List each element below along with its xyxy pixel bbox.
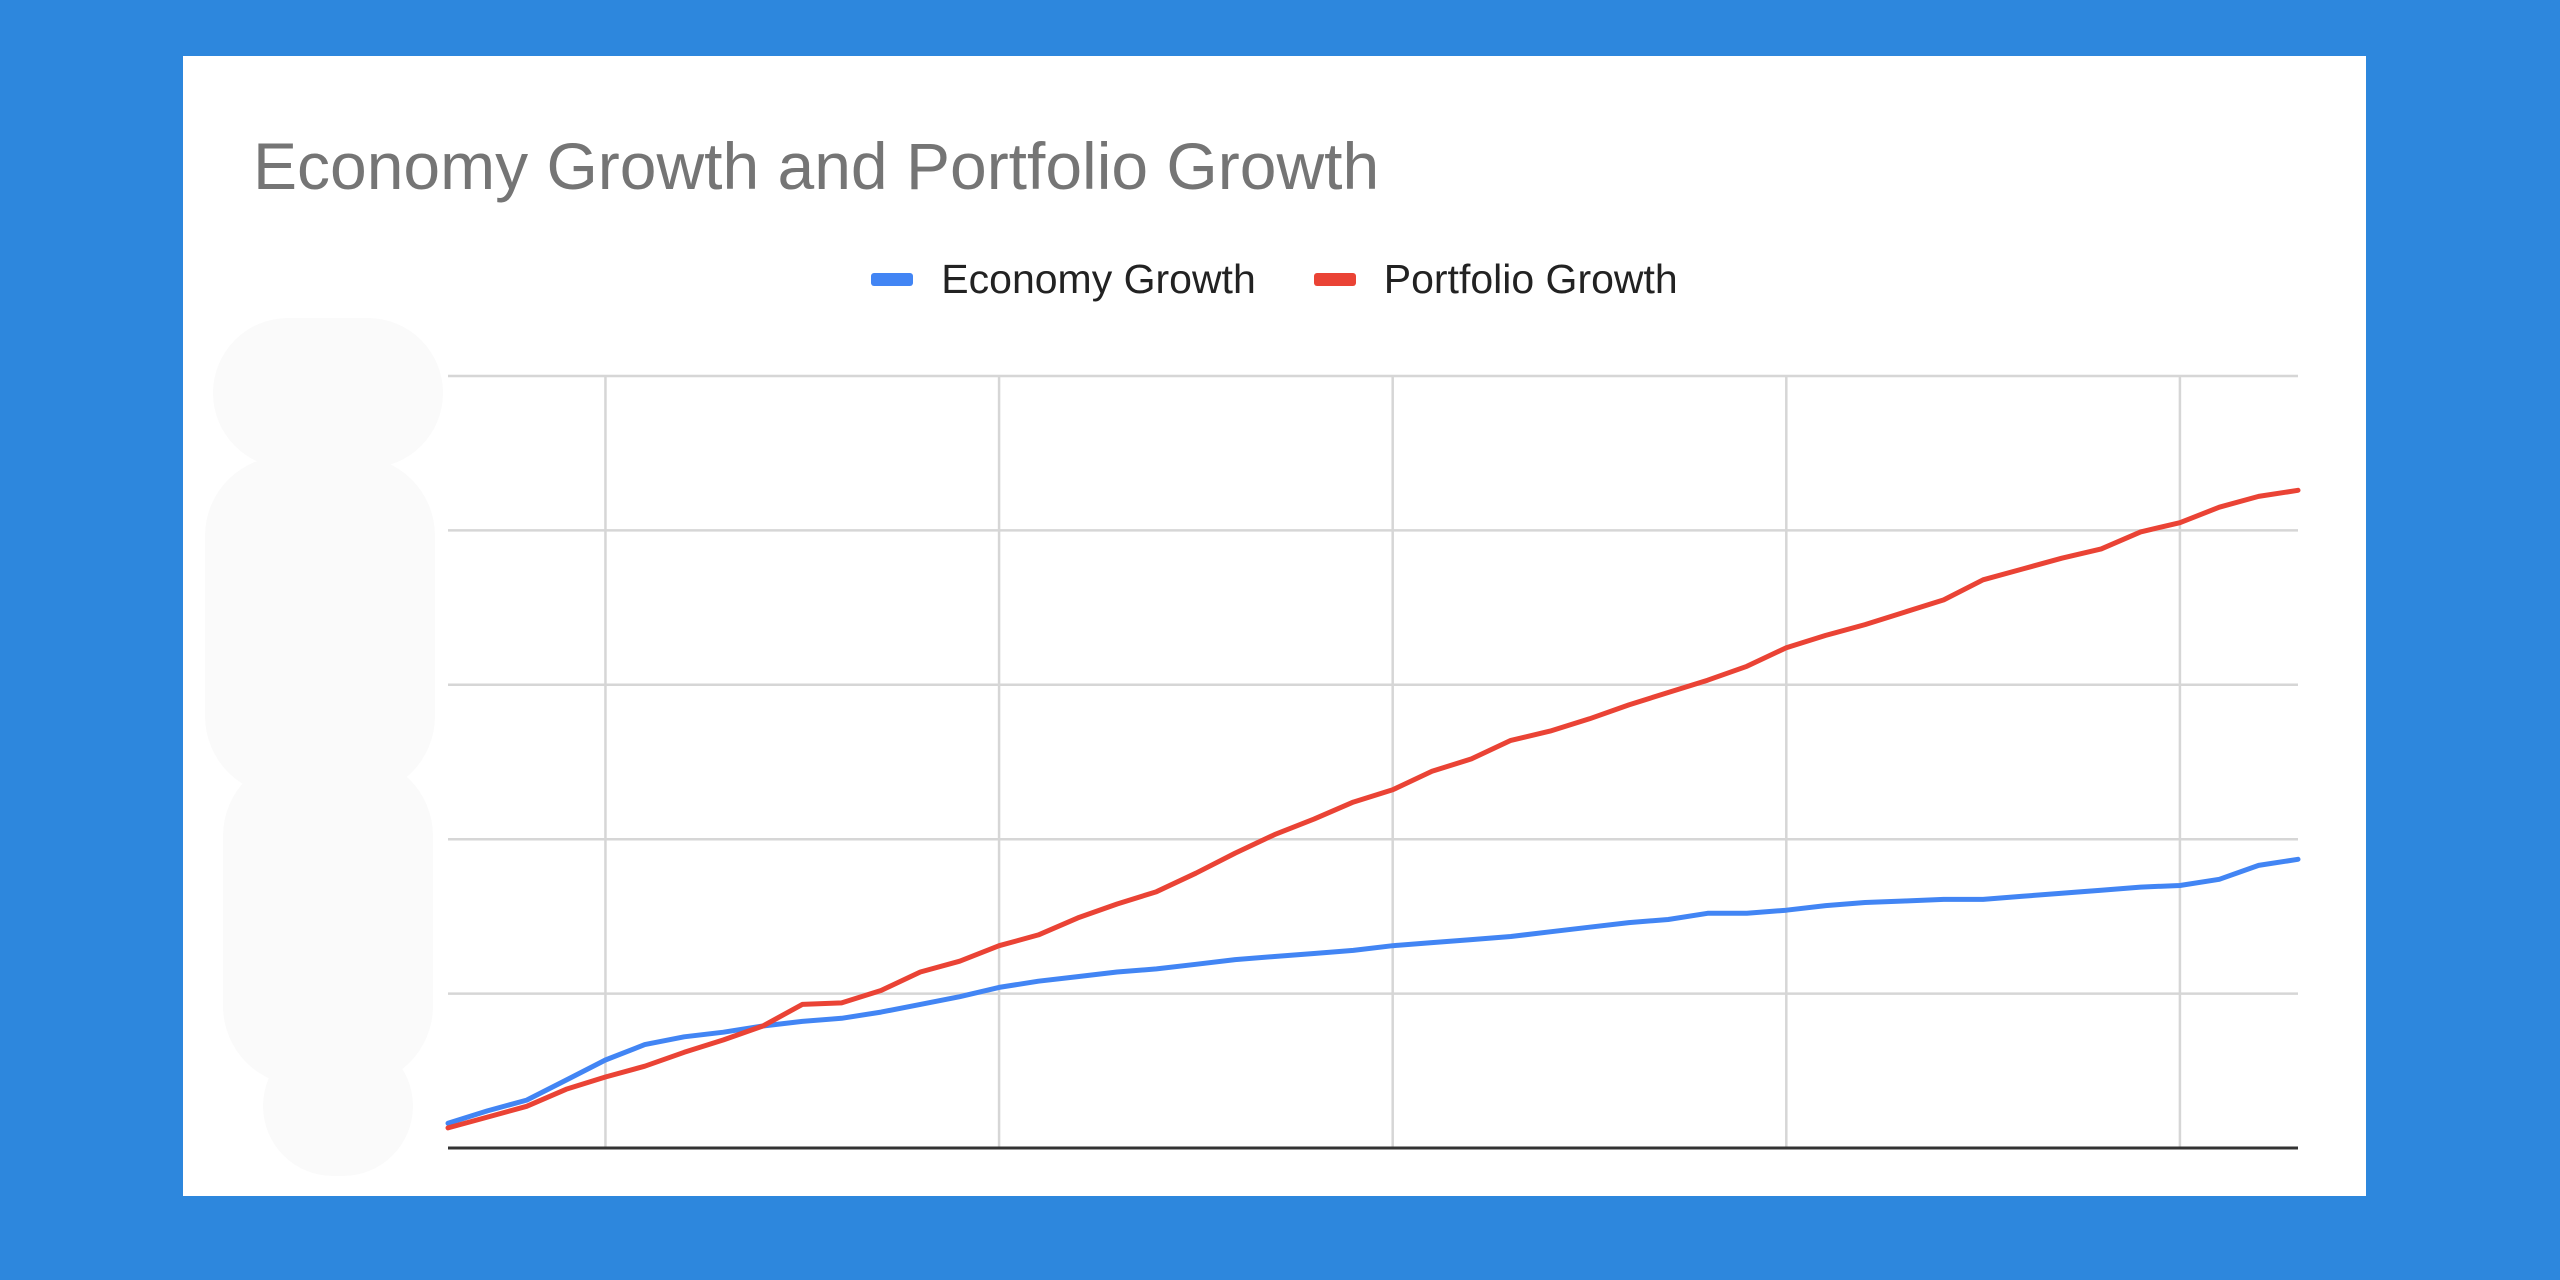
legend-item-portfolio[interactable]: Portfolio Growth (1313, 256, 1678, 303)
series-line-portfolio-growth (445, 487, 2301, 1131)
legend-swatch-economy (871, 273, 914, 286)
chart-title: Economy Growth and Portfolio Growth (253, 129, 1380, 203)
chart-legend: Economy Growth Portfolio Growth (183, 256, 2366, 303)
left-decoration-blob (213, 318, 443, 468)
series-line-economy-growth (445, 856, 2301, 1126)
legend-swatch-portfolio (1313, 273, 1356, 286)
legend-item-economy[interactable]: Economy Growth (871, 256, 1256, 303)
left-decoration-blob (205, 456, 435, 796)
chart-card: Economy Growth and Portfolio Growth Econ… (183, 56, 2366, 1196)
legend-label-economy: Economy Growth (941, 256, 1256, 302)
legend-label-portfolio: Portfolio Growth (1383, 256, 1678, 302)
plot-area (445, 374, 2301, 1150)
left-decoration-blob (223, 756, 433, 1086)
left-decoration-blob (263, 1036, 413, 1176)
